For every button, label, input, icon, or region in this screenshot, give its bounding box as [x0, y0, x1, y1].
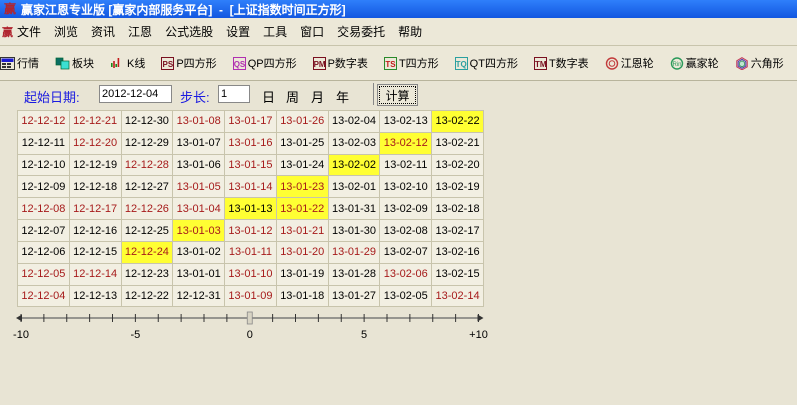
svg-text:Rin: Rin	[672, 62, 681, 68]
svg-text:-10: -10	[13, 329, 29, 341]
svg-text:5: 5	[361, 329, 367, 341]
svg-text:+10: +10	[469, 329, 488, 341]
svg-text:-5: -5	[130, 329, 140, 341]
svg-text:0: 0	[247, 329, 253, 341]
